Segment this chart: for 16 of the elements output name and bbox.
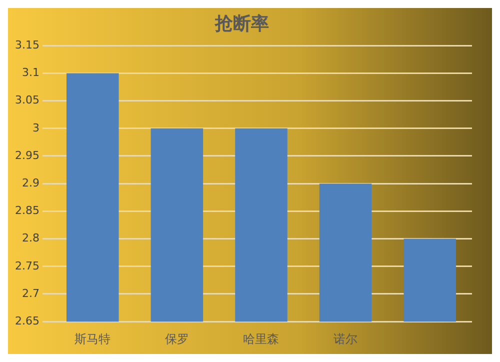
y-tick-label: 2.65 (14, 314, 40, 328)
y-tick-label: 2.9 (22, 176, 40, 190)
y-tick-label: 3.15 (14, 38, 40, 52)
y-tick-label: 3 (32, 121, 40, 134)
x-tick-label: 保罗 (164, 332, 189, 346)
y-tick-label: 2.95 (14, 148, 40, 162)
y-tick-label: 2.85 (14, 204, 40, 218)
x-tick-label: 斯马特 (74, 332, 111, 346)
chart-title: 抢断率 (214, 13, 269, 34)
y-tick-label: 3.1 (22, 66, 40, 80)
y-tick-label: 3.05 (14, 94, 40, 107)
y-tick-label: 2.75 (14, 259, 40, 272)
y-tick-label: 2.8 (22, 232, 40, 245)
x-tick-label: 诺尔 (334, 332, 358, 346)
y-tick-label: 2.7 (22, 286, 40, 300)
x-tick-label: 哈里森 (243, 332, 280, 346)
